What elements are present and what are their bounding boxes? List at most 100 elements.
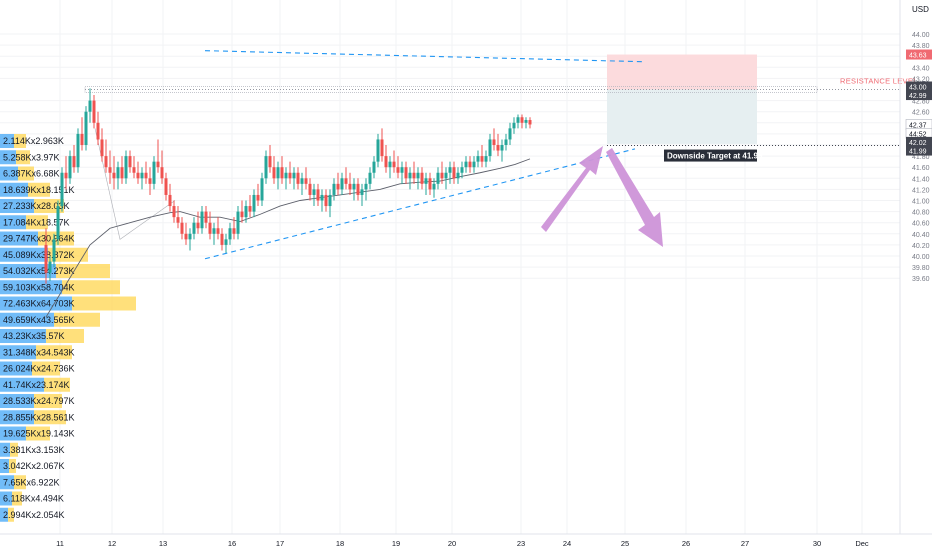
price-tick-11: 41.60 <box>912 165 930 172</box>
price-badge-label-5: 42.02 <box>909 140 927 147</box>
profile-bar-buy-22 <box>0 491 12 506</box>
profile-bar-buy-21 <box>0 475 14 490</box>
candle-body-121 <box>528 120 532 125</box>
profile-bar-sell-8 <box>56 264 110 278</box>
candle-body-7 <box>72 156 76 168</box>
candle-body-70 <box>324 194 328 207</box>
profile-bar-sell-6 <box>38 231 74 246</box>
candle-body-83 <box>376 139 380 162</box>
profile-label-11: 49.659Kx43.565K <box>3 315 75 325</box>
time-tick-6: 19 <box>392 539 400 548</box>
profile-bar-buy-11 <box>0 312 54 327</box>
candle-body-69 <box>320 194 324 201</box>
price-tick-19: 40.00 <box>912 254 930 261</box>
profile-bar-sell-21 <box>14 475 26 490</box>
candle-body-11 <box>88 100 92 112</box>
price-tick-12: 41.40 <box>912 176 930 183</box>
candle-body-38 <box>196 222 200 229</box>
profile-bar-sell-2 <box>18 166 34 181</box>
candle-body-117 <box>512 122 516 129</box>
candle-body-23 <box>136 172 140 179</box>
price-tick-18: 40.20 <box>912 243 930 250</box>
candle-body-13 <box>96 122 100 140</box>
candle-body-95 <box>424 178 428 184</box>
candle-body-79 <box>360 189 364 195</box>
profile-label-5: 17.084Kx18.57K <box>3 217 70 227</box>
candle-body-115 <box>504 139 508 145</box>
candle-body-81 <box>368 172 372 184</box>
candle-body-97 <box>432 183 436 190</box>
candle-body-114 <box>500 145 504 151</box>
chart-grid <box>0 0 900 534</box>
candle-body-26 <box>148 178 152 184</box>
channel-lower-line <box>204 148 636 260</box>
time-tick-5: 18 <box>336 539 344 548</box>
candle-body-56 <box>268 156 272 168</box>
time-tick-13: 30 <box>813 539 821 548</box>
time-tick-1: 12 <box>108 539 116 548</box>
profile-bar-buy-19 <box>0 442 10 457</box>
profile-bar-sell-17 <box>34 410 66 425</box>
candle-body-17 <box>112 172 116 179</box>
price-tick-1: 43.80 <box>912 43 930 50</box>
profile-bar-buy-12 <box>0 329 46 343</box>
candle-body-57 <box>272 167 276 179</box>
candle-body-75 <box>344 178 348 184</box>
price-tick-16: 40.60 <box>912 221 930 228</box>
price-tick-13: 41.20 <box>912 187 930 194</box>
price-badge-2 <box>906 90 932 101</box>
time-tick-14: Dec <box>855 539 869 548</box>
candle-body-100 <box>444 172 448 179</box>
candle-body-39 <box>200 211 204 229</box>
candle-body-5 <box>64 172 68 179</box>
candle-body-74 <box>340 178 344 190</box>
candle-body-30 <box>164 178 168 195</box>
time-tick-2: 13 <box>159 539 167 548</box>
profile-label-0: 2.114Kx2.963K <box>3 136 64 146</box>
profile-bar-buy-20 <box>0 459 9 473</box>
profile-bar-sell-10 <box>72 296 136 311</box>
time-axis[interactable]: 11 12 13 16 17 18 19 20 23 24 25 26 27 30 Dec <box>0 533 932 548</box>
profile-bar-sell-20 <box>9 459 16 473</box>
profile-bar-sell-13 <box>36 345 72 360</box>
profile-bar-sell-1 <box>16 150 30 165</box>
price-badge-label-0: 43.63 <box>909 53 927 60</box>
profile-bar-buy-17 <box>0 410 34 425</box>
time-tick-9: 24 <box>563 539 571 548</box>
price-tick-15: 40.80 <box>912 210 930 217</box>
profile-label-6: 29.747Kx30.964K <box>3 234 75 244</box>
candle-body-8 <box>76 133 80 168</box>
candle-body-87 <box>392 161 396 168</box>
candle-body-45 <box>224 239 228 245</box>
price-tick-6: 42.60 <box>912 110 930 117</box>
candle-body-18 <box>116 167 120 179</box>
candle-body-91 <box>408 172 412 179</box>
time-tick-7: 20 <box>448 539 456 548</box>
candle-body-10 <box>84 111 88 145</box>
candle-body-0 <box>44 244 48 273</box>
profile-bar-sell-14 <box>32 361 60 376</box>
candle-body-80 <box>364 183 368 190</box>
candle-body-105 <box>464 161 468 168</box>
price-tick-0: 44.00 <box>912 32 930 39</box>
candle-body-71 <box>328 194 332 207</box>
candle-body-60 <box>284 172 288 179</box>
candle-body-32 <box>172 206 176 218</box>
profile-bar-buy-2 <box>0 166 18 181</box>
candle-body-98 <box>436 172 440 184</box>
profile-bar-buy-15 <box>0 377 44 392</box>
profile-bar-sell-11 <box>54 312 100 327</box>
candle-body-101 <box>448 167 452 173</box>
moving-average-line <box>45 158 531 318</box>
candle-body-89 <box>400 167 404 173</box>
candle-body-63 <box>296 172 300 184</box>
candle-body-24 <box>140 172 144 179</box>
price-axis[interactable]: 44.0043.8043.6043.4043.2042.8042.6042.40… <box>899 0 932 534</box>
candle-body-2 <box>52 239 56 262</box>
candle-body-44 <box>220 233 224 245</box>
profile-bar-sell-23 <box>8 507 14 522</box>
profile-bar-buy-10 <box>0 296 72 311</box>
candle-body-9 <box>80 133 84 145</box>
candle-body-106 <box>468 161 472 168</box>
